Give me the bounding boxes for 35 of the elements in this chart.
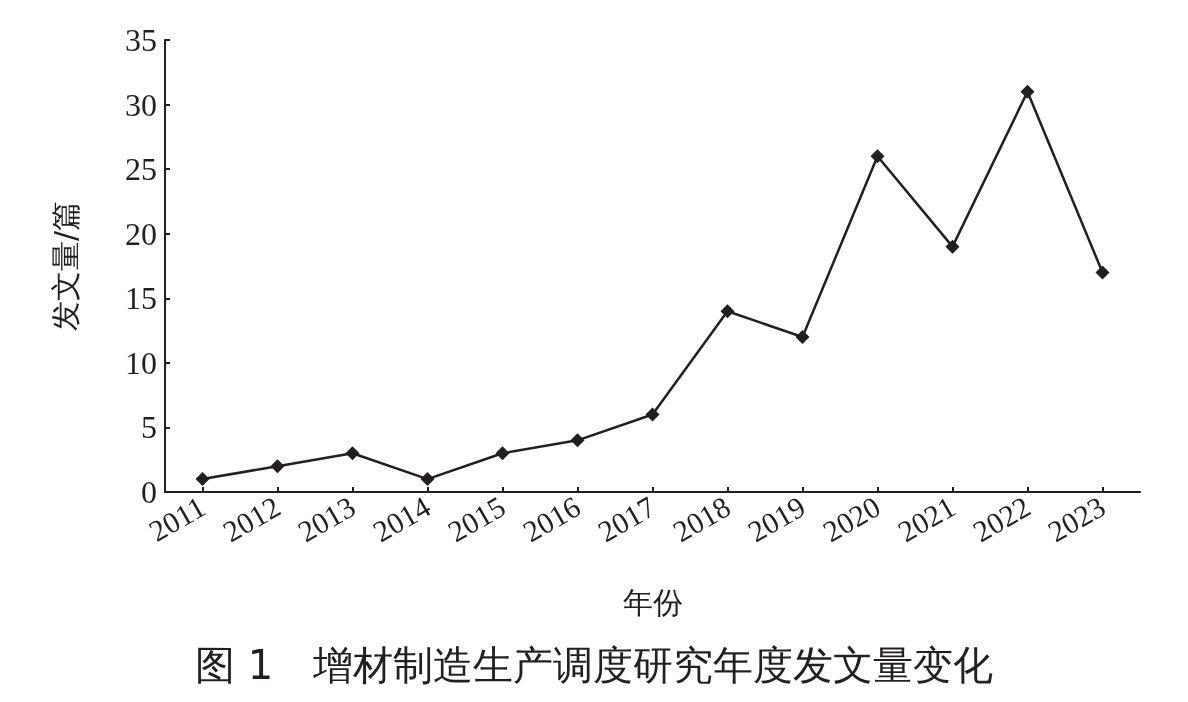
x-tick-label: 2020	[817, 489, 886, 549]
x-tick-label: 2017	[592, 489, 661, 549]
x-tick-label: 2014	[367, 489, 436, 549]
x-tick-label: 2015	[442, 489, 511, 549]
point	[795, 330, 810, 345]
point	[1095, 265, 1110, 280]
y-tick-label: 35	[125, 22, 157, 58]
point	[945, 239, 960, 254]
x-tick-label: 2016	[517, 489, 586, 549]
point	[345, 446, 360, 461]
y-tick-label: 25	[125, 151, 157, 188]
point	[720, 304, 735, 319]
point	[1020, 84, 1035, 99]
y-tick-label: 20	[125, 215, 157, 252]
point	[645, 407, 660, 422]
y-tick-label: 15	[125, 280, 157, 317]
point	[420, 472, 435, 487]
point	[195, 472, 210, 487]
y-axis-title: 发文量/篇	[47, 200, 83, 332]
point	[495, 446, 510, 461]
x-tick-label: 2013	[292, 489, 361, 549]
text: 图 1 增材制造生产调度研究年度发文量变化	[194, 642, 994, 688]
point	[870, 149, 885, 164]
point	[270, 459, 285, 474]
x-tick-label: 2018	[667, 489, 736, 549]
x-tick-label: 2022	[967, 489, 1036, 549]
y-tick-label: 30	[125, 86, 157, 123]
x-tick-label: 2023	[1042, 489, 1111, 549]
x-axis-title: 年份	[622, 584, 683, 620]
y-tick-label: 10	[125, 344, 157, 381]
x-tick-label: 2019	[742, 489, 811, 549]
y-tick-label: 5	[141, 409, 157, 446]
point	[570, 433, 585, 448]
x-tick-label: 2012	[217, 489, 286, 549]
x-tick-label: 2021	[892, 489, 961, 549]
